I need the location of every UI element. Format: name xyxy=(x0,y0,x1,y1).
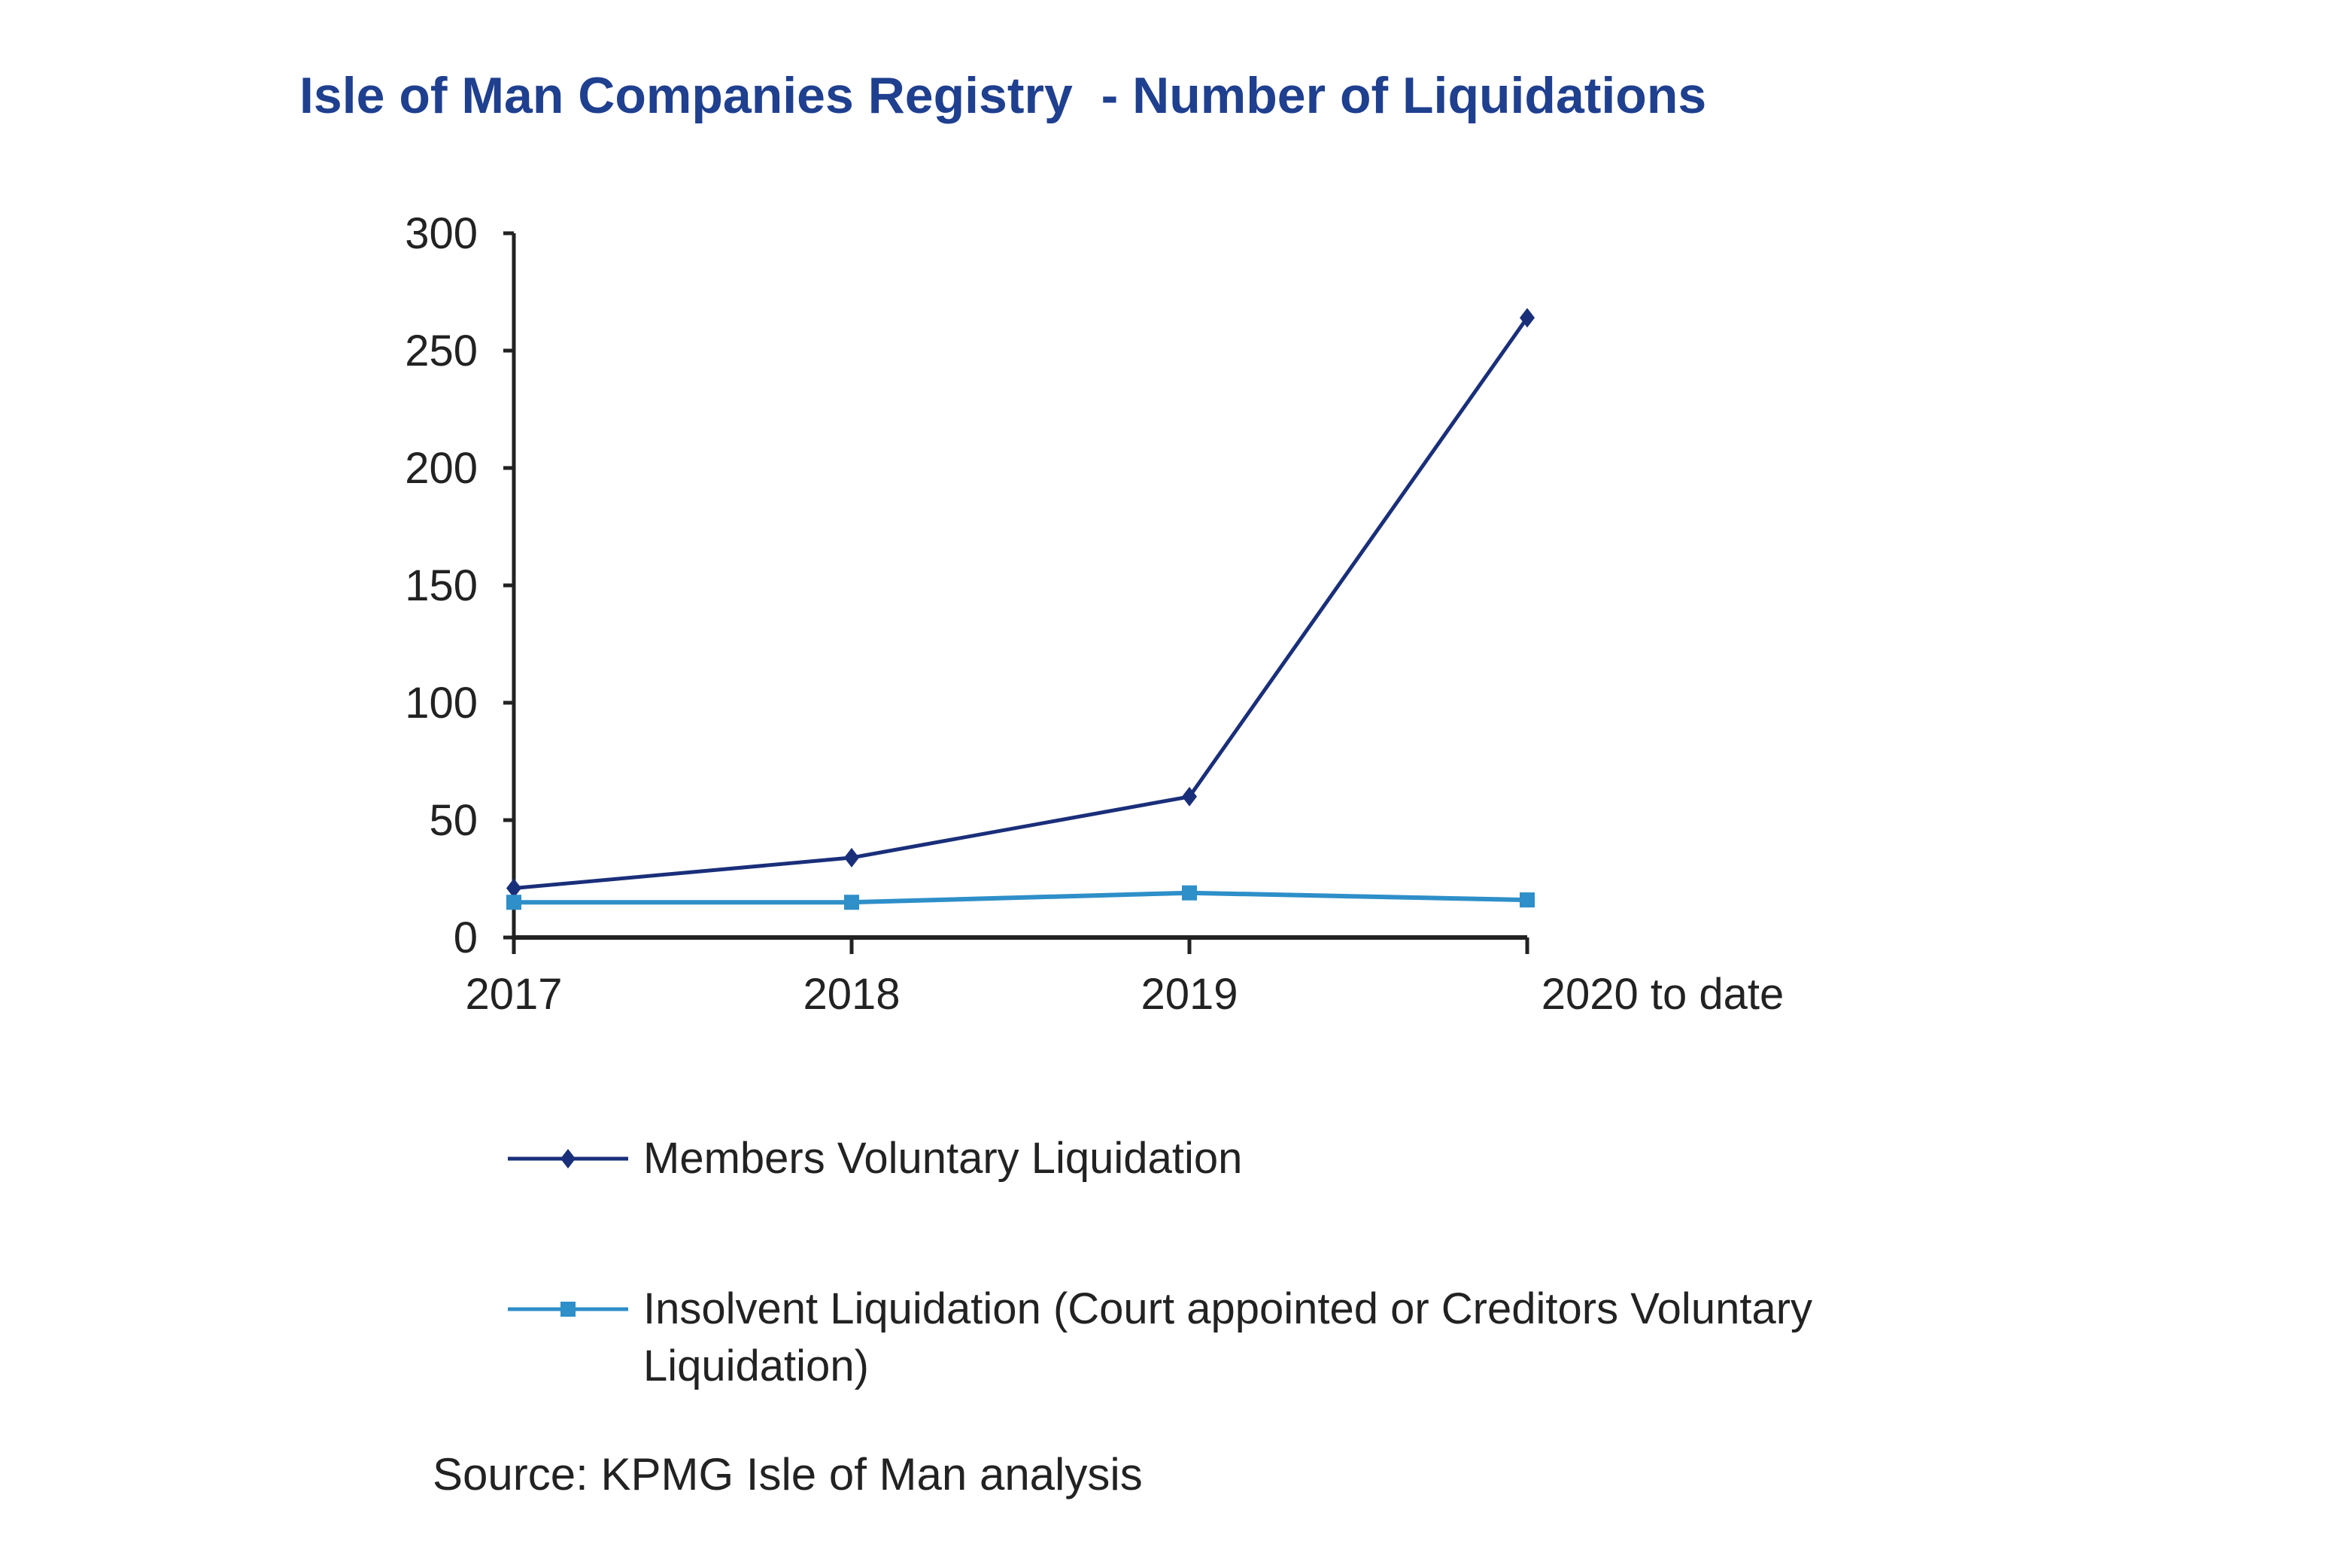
data-point xyxy=(844,847,859,868)
y-tick-label: 250 xyxy=(405,327,478,375)
y-tick-label: 300 xyxy=(405,209,478,258)
x-tick-label: 2017 xyxy=(465,970,562,1019)
series-line-insolvent xyxy=(514,890,1528,905)
data-point xyxy=(1182,786,1197,807)
data-point xyxy=(1520,308,1535,328)
source-note: Source: KPMG Isle of Man analysis xyxy=(433,1449,1143,1500)
data-point xyxy=(506,895,521,910)
y-tick-label: 0 xyxy=(454,913,478,962)
data-point xyxy=(844,895,859,910)
legend-marker xyxy=(560,1302,576,1317)
data-point xyxy=(1520,892,1535,908)
series-line-members xyxy=(513,316,1529,890)
data-point xyxy=(506,878,521,898)
data-point xyxy=(1182,885,1197,901)
y-tick-label: 150 xyxy=(405,561,478,610)
legend-marker xyxy=(560,1149,576,1168)
y-tick-label: 50 xyxy=(429,796,478,845)
x-tick-label: 2018 xyxy=(803,970,900,1019)
x-tick-label: 2019 xyxy=(1141,970,1238,1019)
y-tick-label: 100 xyxy=(405,679,478,728)
legend-label-members: Members Voluntary Liquidation xyxy=(643,1134,1243,1183)
x-tick-label: 2020 to date xyxy=(1542,970,1785,1019)
y-tick-label: 200 xyxy=(405,444,478,493)
legend-label-insolvent: Insolvent Liquidation (Court appointed o… xyxy=(643,1284,1813,1390)
chart-title: Isle of Man Companies Registry - Number … xyxy=(299,67,1707,124)
